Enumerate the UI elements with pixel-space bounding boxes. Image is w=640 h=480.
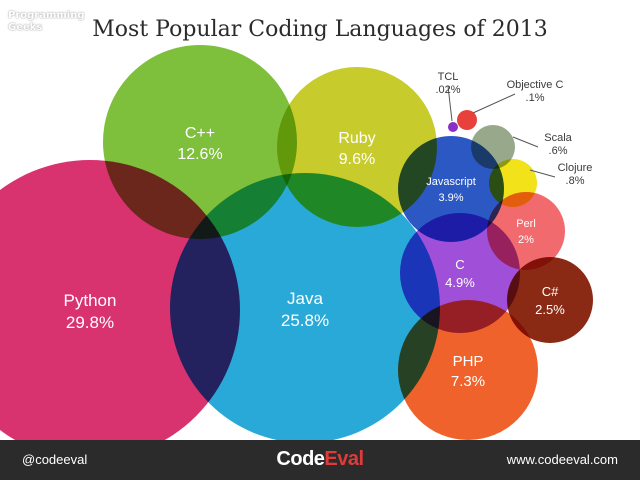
logo-main: Code: [276, 448, 325, 470]
callout-line-clojure: [529, 169, 556, 178]
bubble-value-javascript: 3.9%: [438, 192, 463, 204]
bubble-value-c: 12.6%: [177, 146, 222, 163]
bubble-value-ruby: 9.6%: [339, 151, 375, 168]
bubble-value-php: 7.3%: [451, 373, 485, 390]
bubble-objective-c: [457, 110, 477, 130]
bubble-value-python: 29.8%: [66, 313, 114, 332]
bubble-name-php: PHP: [453, 353, 484, 370]
bubble-c: [507, 257, 593, 343]
twitter-handle[interactable]: @codeeval: [22, 452, 88, 467]
callout-value-clojure: .8%: [566, 175, 585, 187]
bubble-name-javascript: Javascript: [426, 176, 476, 188]
bubble-php: [398, 300, 538, 440]
bubble-name-perl: Perl: [516, 218, 536, 230]
callout-line-tcl: [447, 85, 453, 122]
callout-line-objective-c: [472, 93, 516, 114]
watermark: Programming Geeks: [8, 10, 85, 33]
bubble-value-java: 25.8%: [281, 311, 329, 330]
bubble-chart: Python 29.8% Java 25.8% C++ 12.6% Ruby 9.6% PHP 7…: [0, 45, 593, 440]
bubble-value-perl: 2%: [518, 234, 534, 246]
bubble-name-c: C: [455, 257, 464, 272]
footer-bar: @codeeval CodeEval www.codeeval.com: [0, 440, 640, 480]
callout-value-tcl: .02%: [435, 84, 460, 96]
bubble-value-c: 4.9%: [445, 275, 475, 290]
bubble-name-python: Python: [64, 291, 117, 310]
bubble-perl: [487, 192, 565, 270]
bubble-ruby: [277, 67, 437, 227]
bubble-c: [103, 45, 297, 239]
callout-value-objective-c: .1%: [526, 92, 545, 104]
bubble-scala: [471, 125, 515, 169]
callout-name-clojure: Clojure: [558, 162, 593, 174]
bubble-name-c: C++: [185, 125, 215, 142]
bubble-java: [170, 173, 440, 440]
chart-title: Most Popular Coding Languages of 2013: [92, 17, 548, 42]
callout-name-scala: Scala: [544, 132, 572, 144]
website-link[interactable]: www.codeeval.com: [506, 452, 618, 467]
callout-name-tcl: TCL: [438, 71, 459, 83]
callout-line-scala: [512, 136, 539, 148]
bubble-name-c: C#: [542, 284, 559, 299]
bubble-tcl: [448, 122, 458, 132]
bubble-name-java: Java: [287, 289, 323, 308]
logo-accent: Eval: [324, 448, 364, 470]
bubble-clojure: [489, 159, 537, 207]
bubble-name-ruby: Ruby: [338, 130, 375, 147]
callout-name-objective-c: Objective C: [507, 79, 564, 91]
callout-value-scala: .6%: [549, 145, 568, 157]
bubble-value-c: 2.5%: [535, 302, 565, 317]
